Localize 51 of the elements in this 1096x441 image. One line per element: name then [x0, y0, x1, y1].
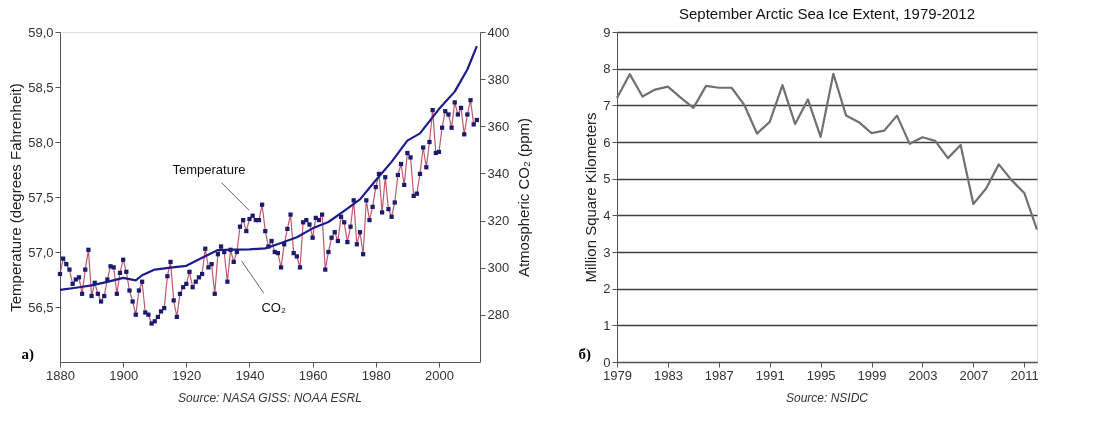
y-tick-label: 57,0	[28, 244, 54, 260]
y2-tick-label: 400	[487, 24, 510, 40]
y-tick-label: 9	[603, 24, 611, 40]
x-tick-label: 1991	[755, 367, 785, 383]
y-axis-title: Million Square Kilometers	[582, 112, 600, 283]
y-tick-label: 58,5	[28, 79, 54, 95]
y-tick-label: 59,0	[28, 24, 54, 40]
x-tick-label: 2011	[1010, 367, 1039, 383]
y-tick-label: 2	[603, 281, 611, 297]
x-tick-label: 1940	[235, 367, 265, 383]
chart-title: September Arctic Sea Ice Extent, 1979-2012	[678, 5, 976, 22]
x-tick-label: 1995	[806, 367, 836, 383]
y2-tick-label: 300	[487, 260, 510, 276]
x-tick-label: 1960	[298, 367, 328, 383]
y2-tick-label: 320	[487, 213, 510, 229]
x-tick-label: 2000	[424, 367, 454, 383]
source-note: Source: NASA GISS: NOAA ESRL	[178, 391, 362, 405]
y-tick-label: 6	[603, 134, 611, 150]
x-tick-label: 1987	[704, 367, 734, 383]
y2-tick-label: 340	[487, 165, 510, 181]
y2-tick-label: 360	[487, 118, 510, 134]
y2-axis-title: Atmospheric CO₂ (ppm)	[515, 117, 533, 278]
source-note: Source: NSIDC	[785, 391, 869, 405]
x-tick-label: 1880	[46, 367, 75, 383]
text: б)	[578, 346, 591, 363]
x-tick-label: 1979	[603, 367, 632, 383]
x-tick-label: 1900	[109, 367, 139, 383]
x-tick-label: 1920	[172, 367, 202, 383]
text: a)	[21, 346, 34, 363]
text: Temperature	[172, 162, 246, 178]
y-tick-label: 56,5	[28, 299, 54, 315]
y2-tick-label: 280	[487, 307, 510, 323]
y2-tick-label: 380	[487, 71, 510, 87]
x-tick-label: 1983	[653, 367, 683, 383]
y-tick-label: 8	[603, 61, 611, 77]
x-tick-label: 1999	[857, 367, 887, 383]
y-tick-label: 4	[603, 207, 611, 223]
y-tick-label: 7	[603, 97, 611, 113]
line-series	[58, 45, 478, 291]
y-tick-label: 3	[603, 244, 611, 260]
y-tick-label: 57,5	[28, 189, 54, 205]
y-tick-label: 0	[603, 354, 611, 370]
line-series	[615, 72, 1039, 231]
y-tick-label: 58,0	[28, 134, 54, 150]
y-tick-label: 1	[603, 317, 611, 333]
text: CO₂	[261, 299, 286, 315]
y-axis-title: Temperature (degrees Fahrenheit)	[7, 83, 25, 312]
x-tick-label: 1980	[361, 367, 391, 383]
x-tick-label: 2003	[908, 367, 938, 383]
x-tick-label: 2007	[959, 367, 989, 383]
y-tick-label: 5	[603, 171, 611, 187]
